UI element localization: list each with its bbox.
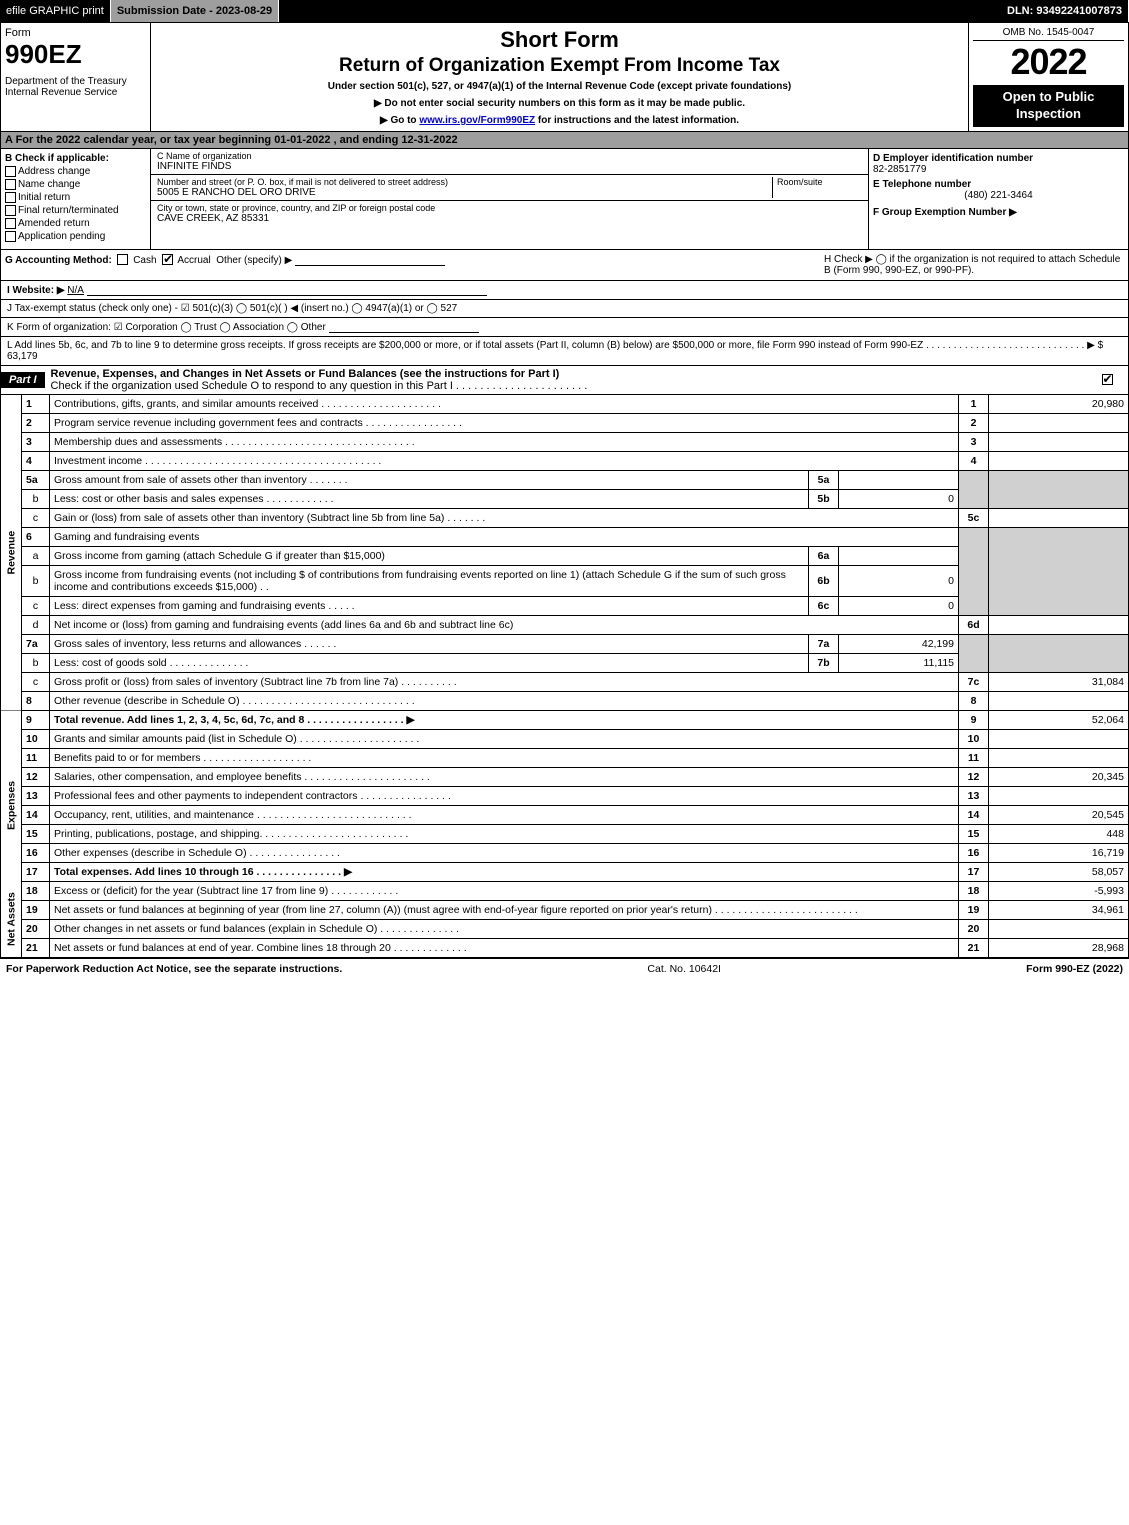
header-left: Form 990EZ Department of the Treasury In…	[1, 23, 151, 131]
gh-row: G Accounting Method: Cash Accrual Other …	[0, 250, 1129, 281]
part-1-header: Part I Revenue, Expenses, and Changes in…	[0, 366, 1129, 395]
line-10: Expenses 10 Grants and similar amounts p…	[1, 729, 1129, 748]
d-ein-label: D Employer identification number	[873, 153, 1124, 164]
form-number: 990EZ	[5, 39, 146, 70]
chk-name-change[interactable]: Name change	[5, 179, 146, 190]
form-word: Form	[5, 27, 146, 39]
header-middle: Short Form Return of Organization Exempt…	[151, 23, 968, 131]
part-1-label: Part I	[1, 372, 45, 388]
l-gross-receipts-row: L Add lines 5b, 6c, and 7b to line 9 to …	[0, 337, 1129, 366]
line-18: Net Assets 18 Excess or (deficit) for th…	[1, 881, 1129, 900]
dln-label: DLN: 93492241007873	[1001, 0, 1129, 22]
c-addr-label: Number and street (or P. O. box, if mail…	[157, 177, 772, 187]
part-1-title: Revenue, Expenses, and Changes in Net As…	[51, 368, 560, 380]
header-right: OMB No. 1545-0047 2022 Open to Public In…	[968, 23, 1128, 131]
e-phone-label: E Telephone number	[873, 179, 1124, 190]
line-6: 6 Gaming and fundraising events	[1, 527, 1129, 546]
chk-address-change[interactable]: Address change	[5, 166, 146, 177]
b-title: B Check if applicable:	[5, 153, 146, 164]
identity-block: B Check if applicable: Address change Na…	[0, 149, 1129, 250]
footer-left: For Paperwork Reduction Act Notice, see …	[6, 963, 342, 975]
c-room-label: Room/suite	[777, 177, 862, 187]
k-form-org-row: K Form of organization: ☑ Corporation ◯ …	[0, 318, 1129, 337]
line-3: 3 Membership dues and assessments . . . …	[1, 432, 1129, 451]
line-19: 19Net assets or fund balances at beginni…	[1, 900, 1129, 919]
footer: For Paperwork Reduction Act Notice, see …	[0, 958, 1129, 979]
chk-application-pending[interactable]: Application pending	[5, 231, 146, 242]
h-check: H Check ▶ ◯ if the organization is not r…	[824, 254, 1124, 276]
g-accounting: G Accounting Method: Cash Accrual Other …	[5, 254, 824, 276]
title-short-form: Short Form	[159, 27, 960, 53]
line-7c: c Gross profit or (loss) from sales of i…	[1, 672, 1129, 691]
omb-number: OMB No. 1545-0047	[973, 27, 1124, 41]
tax-year: 2022	[973, 41, 1124, 83]
topbar: efile GRAPHIC print Submission Date - 20…	[0, 0, 1129, 22]
part-1-table: Revenue 1 Contributions, gifts, grants, …	[0, 395, 1129, 958]
col-b-checkboxes: B Check if applicable: Address change Na…	[1, 149, 151, 249]
title-return: Return of Organization Exempt From Incom…	[159, 55, 960, 77]
line-8: 8 Other revenue (describe in Schedule O)…	[1, 691, 1129, 710]
line-15: 15Printing, publications, postage, and s…	[1, 824, 1129, 843]
irs-link[interactable]: www.irs.gov/Form990EZ	[419, 115, 535, 126]
phone-value: (480) 221-3464	[873, 190, 1124, 201]
ein-value: 82-2851779	[873, 164, 1124, 175]
i-website-row: I Website: ▶ N/A	[0, 281, 1129, 300]
line-9: 9 Total revenue. Add lines 1, 2, 3, 4, 5…	[1, 710, 1129, 729]
section-a-period: A For the 2022 calendar year, or tax yea…	[0, 132, 1129, 149]
line-11: 11Benefits paid to or for members . . . …	[1, 748, 1129, 767]
department-label: Department of the Treasury Internal Reve…	[5, 76, 146, 98]
bullet-goto: ▶ Go to www.irs.gov/Form990EZ for instru…	[159, 115, 960, 126]
line-5a: 5a Gross amount from sale of assets othe…	[1, 470, 1129, 489]
line-4: 4 Investment income . . . . . . . . . . …	[1, 451, 1129, 470]
line-1: Revenue 1 Contributions, gifts, grants, …	[1, 395, 1129, 414]
part-1-check-text: Check if the organization used Schedule …	[51, 380, 588, 392]
website-value: N/A	[67, 285, 84, 296]
netassets-label: Net Assets	[1, 881, 22, 957]
line-2: 2 Program service revenue including gove…	[1, 413, 1129, 432]
line-16: 16Other expenses (describe in Schedule O…	[1, 843, 1129, 862]
org-name: INFINITE FINDS	[157, 161, 862, 172]
footer-catno: Cat. No. 10642I	[342, 963, 1026, 975]
col-c-name-address: C Name of organization INFINITE FINDS Nu…	[151, 149, 868, 249]
line-6d: d Net income or (loss) from gaming and f…	[1, 615, 1129, 634]
j-tax-exempt-row: J Tax-exempt status (check only one) - ☑…	[0, 300, 1129, 318]
line-17: 17Total expenses. Add lines 10 through 1…	[1, 862, 1129, 881]
line-13: 13Professional fees and other payments t…	[1, 786, 1129, 805]
line-20: 20Other changes in net assets or fund ba…	[1, 919, 1129, 938]
chk-amended-return[interactable]: Amended return	[5, 218, 146, 229]
line-5c: c Gain or (loss) from sale of assets oth…	[1, 508, 1129, 527]
chk-initial-return[interactable]: Initial return	[5, 192, 146, 203]
line-12: 12Salaries, other compensation, and empl…	[1, 767, 1129, 786]
footer-right: Form 990-EZ (2022)	[1026, 963, 1123, 975]
chk-accrual[interactable]	[162, 254, 173, 265]
col-de: D Employer identification number 82-2851…	[868, 149, 1128, 249]
org-city: CAVE CREEK, AZ 85331	[157, 213, 862, 224]
chk-final-return[interactable]: Final return/terminated	[5, 205, 146, 216]
form-header: Form 990EZ Department of the Treasury In…	[0, 22, 1129, 132]
submission-date: Submission Date - 2023-08-29	[111, 0, 279, 22]
bullet-ssn-warning: ▶ Do not enter social security numbers o…	[159, 98, 960, 109]
f-group-label: F Group Exemption Number ▶	[873, 207, 1124, 218]
efile-print-label[interactable]: efile GRAPHIC print	[0, 0, 111, 22]
org-street: 5005 E RANCHO DEL ORO DRIVE	[157, 187, 772, 198]
subline: Under section 501(c), 527, or 4947(a)(1)…	[159, 81, 960, 92]
line-14: 14Occupancy, rent, utilities, and mainte…	[1, 805, 1129, 824]
line-21: 21Net assets or fund balances at end of …	[1, 938, 1129, 957]
revenue-label: Revenue	[1, 395, 22, 711]
c-city-label: City or town, state or province, country…	[157, 203, 862, 213]
line-7a: 7a Gross sales of inventory, less return…	[1, 634, 1129, 653]
chk-cash[interactable]	[117, 254, 128, 265]
expenses-label: Expenses	[1, 729, 22, 881]
chk-schedule-o[interactable]	[1102, 374, 1113, 385]
other-specify-blank[interactable]	[295, 254, 445, 266]
open-public-badge: Open to Public Inspection	[973, 85, 1124, 127]
c-name-label: C Name of organization	[157, 151, 862, 161]
